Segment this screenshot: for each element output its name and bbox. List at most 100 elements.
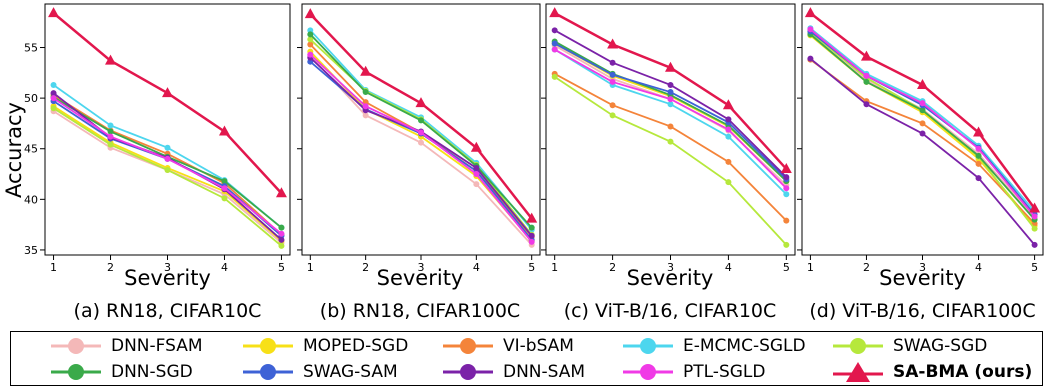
x-tick-label: 2 (863, 261, 870, 274)
data-point-ptl-sgld (362, 103, 369, 110)
y-tick-label: 45 (24, 143, 38, 156)
caption-d: (d) ViT-B/16, CIFAR100C (809, 300, 1036, 322)
y-tick-label: 40 (24, 193, 38, 206)
y-axis-label-text: Accuracy (2, 102, 26, 198)
data-point-dnn-sam (783, 174, 790, 181)
data-point-sa-bma-ours (275, 187, 287, 198)
legend-item-dnn-fsam: DNN-FSAM (49, 334, 203, 358)
data-point-swag-sgd (107, 141, 114, 148)
data-point-sa-bma-ours (105, 54, 117, 65)
data-point-dnn-sgd (278, 224, 285, 231)
legend-item-sa-bma: SA-BMA (ours) (831, 360, 1032, 384)
data-point-ptl-sgld (783, 185, 790, 192)
legend-swatch-icon (623, 338, 673, 354)
x-tick-label: 1 (50, 261, 57, 274)
x-tick-label: 4 (473, 261, 480, 274)
data-point-dnn-sam (551, 27, 558, 34)
data-point-ptl-sgld (919, 100, 926, 107)
data-point-sa-bma-ours (360, 65, 372, 76)
legend-swatch-icon (623, 364, 673, 380)
legend-item-e-mcmc-sgld: E-MCMC-SGLD (621, 334, 806, 358)
y-tick-label: 35 (24, 244, 38, 257)
data-point-sa-bma-ours (917, 78, 928, 89)
data-point-vi-bsam (725, 158, 732, 165)
x-tick-label: 4 (725, 261, 732, 274)
data-point-sa-bma-ours (780, 162, 792, 173)
x-tick-label: 5 (783, 261, 790, 274)
data-point-dnn-sgd (221, 178, 228, 185)
data-point-dnn-sam (863, 101, 870, 108)
x-tick-label: 3 (418, 261, 425, 274)
data-point-dnn-sam (1031, 241, 1038, 248)
data-point-ptl-sgld (307, 51, 314, 58)
data-point-dnn-sgd (418, 117, 424, 124)
data-point-swag-sgd (221, 195, 228, 202)
x-tick-label: 3 (164, 261, 171, 274)
data-point-swag-sam (551, 40, 558, 47)
legend-label: DNN-FSAM (111, 336, 203, 356)
x-tick-label: 4 (975, 261, 982, 274)
x-tick-label: 5 (1031, 261, 1038, 274)
data-point-swag-sgd (307, 36, 314, 43)
legend-item-vi-bsam: VI-bSAM (441, 334, 574, 358)
y-axis-label: Accuracy (0, 40, 28, 260)
data-point-dnn-sam (50, 90, 57, 97)
data-point-sa-bma-ours (415, 97, 427, 108)
x-tick-label: 3 (919, 261, 926, 274)
data-point-vi-bsam (609, 102, 616, 109)
x-tick-label: 2 (609, 261, 616, 274)
data-point-swag-sgd (667, 138, 674, 145)
caption-b: (b) RN18, CIFAR100C (319, 300, 521, 322)
data-point-ptl-sgld (473, 171, 480, 178)
data-point-e-mcmc-sgld (107, 122, 114, 129)
data-point-swag-sgd (278, 242, 285, 249)
legend-swatch-icon (833, 362, 883, 382)
data-point-swag-sgd (725, 179, 732, 186)
data-point-e-mcmc-sgld (164, 144, 171, 151)
data-point-dnn-sgd (863, 78, 870, 85)
data-point-ptl-sgld (164, 155, 171, 162)
legend-label: SWAG-SGD (893, 336, 988, 356)
data-point-vi-bsam (975, 160, 982, 167)
legend-swatch-icon (833, 338, 883, 354)
legend-label: SA-BMA (ours) (893, 362, 1033, 382)
data-point-ptl-sgld (863, 72, 870, 79)
x-tick-label: 1 (807, 261, 814, 274)
data-point-e-mcmc-sgld (667, 101, 674, 108)
data-point-dnn-fsam (362, 112, 369, 119)
legend-swatch-icon (51, 364, 101, 380)
x-axis-label-c: Severity (626, 266, 714, 290)
x-tick-label: 5 (278, 261, 285, 274)
data-point-swag-sgd (50, 105, 57, 112)
data-point-ptl-sgld (418, 129, 424, 136)
data-point-ptl-sgld (221, 185, 228, 192)
y-tick-label: 50 (24, 92, 38, 105)
data-point-ptl-sgld (551, 46, 558, 53)
data-point-swag-sam (667, 89, 674, 96)
legend-swatch-icon (443, 364, 493, 380)
data-point-dnn-sgd (975, 152, 982, 159)
legend-label: E-MCMC-SGLD (683, 336, 806, 356)
data-point-ptl-sgld (807, 26, 814, 33)
legend-item-swag-sam: SWAG-SAM (241, 360, 398, 384)
x-tick-label: 4 (221, 261, 228, 274)
data-point-e-mcmc-sgld (725, 133, 732, 140)
x-tick-label: 5 (528, 261, 535, 274)
data-point-sa-bma-ours (804, 7, 816, 18)
data-point-sa-bma-ours (973, 126, 985, 137)
data-point-sa-bma-ours (526, 212, 538, 223)
data-point-sa-bma-ours (722, 99, 734, 110)
data-point-dnn-sam (667, 81, 674, 88)
legend-label: MOPED-SGD (303, 336, 409, 356)
plot-frame (801, 3, 1044, 256)
data-point-swag-sgd (164, 166, 171, 173)
data-point-swag-sgd (551, 73, 558, 80)
data-point-dnn-sam (528, 232, 535, 239)
data-point-dnn-sgd (107, 128, 114, 135)
data-point-sa-bma-ours (470, 141, 482, 152)
data-point-dnn-sam (725, 116, 732, 123)
data-point-ptl-sgld (50, 95, 57, 102)
data-point-e-mcmc-sgld (783, 191, 790, 198)
legend-item-ptl-sgld: PTL-SGLD (621, 360, 765, 384)
data-point-ptl-sgld (725, 126, 732, 133)
